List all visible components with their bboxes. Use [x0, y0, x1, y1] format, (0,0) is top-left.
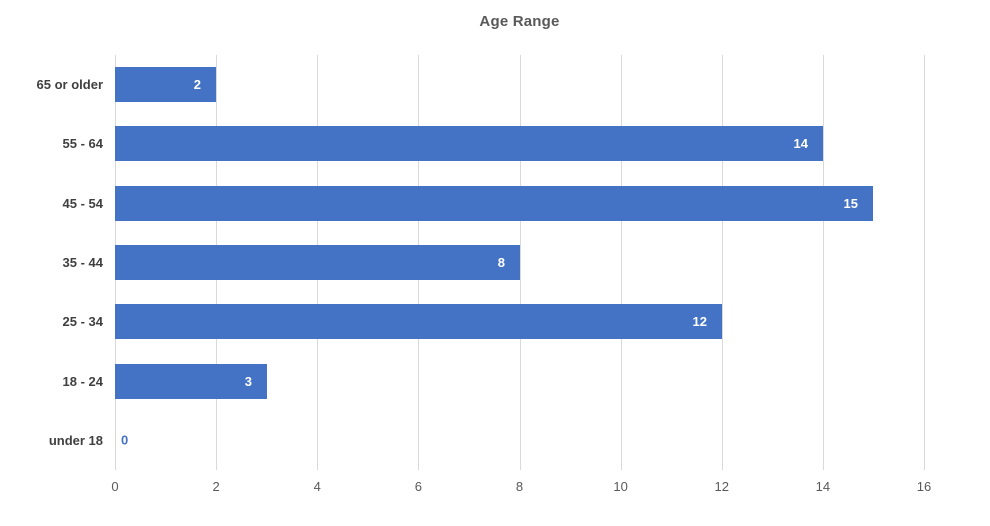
gridline-10: [621, 55, 622, 470]
x-tick-label-2: 2: [212, 479, 220, 494]
bar-data-label: 8: [497, 255, 505, 270]
x-tick-label-0: 0: [111, 479, 119, 494]
x-tick-label-12: 12: [714, 479, 729, 494]
gridline-14: [823, 55, 824, 470]
plot-area: 2 14 15 8 12 3 0: [115, 55, 925, 470]
category-label-18---24: 18 - 24: [62, 373, 103, 389]
gridline-8: [520, 55, 521, 470]
category-label-45---54: 45 - 54: [62, 195, 103, 211]
x-tick-label-14: 14: [815, 479, 831, 494]
x-tick-label-10: 10: [613, 479, 628, 494]
gridline-12: [722, 55, 723, 470]
category-label-under-18: under 18: [48, 432, 103, 448]
bar-55---64: 14: [115, 126, 823, 162]
bar-65-or-older: 2: [115, 67, 216, 103]
category-label-25---34: 25 - 34: [62, 314, 103, 330]
x-tick-label-4: 4: [313, 479, 321, 494]
bar-data-label: 3: [244, 373, 252, 389]
category-label-35---44: 35 - 44: [62, 254, 103, 270]
bar-data-label: 2: [193, 77, 201, 93]
chart-title: Age Range: [479, 13, 560, 30]
bar-data-label-zero: 0: [121, 432, 129, 448]
bar-data-label: 12: [692, 314, 707, 330]
x-tick-label-16: 16: [916, 479, 932, 494]
bar-data-label: 14: [793, 136, 808, 152]
bar-35---44: 8: [115, 245, 520, 280]
bar-25---34: 12: [115, 304, 722, 340]
bar-data-label: 15: [843, 195, 858, 211]
category-label-65-or-older: 65 or older: [36, 77, 103, 93]
gridline-16: [924, 55, 925, 470]
category-label-55---64: 55 - 64: [62, 136, 103, 152]
bar-18---24: 3: [115, 363, 267, 399]
x-tick-label-8: 8: [515, 479, 524, 494]
bar-45---54: 15: [115, 185, 873, 221]
x-tick-label-6: 6: [414, 479, 422, 494]
